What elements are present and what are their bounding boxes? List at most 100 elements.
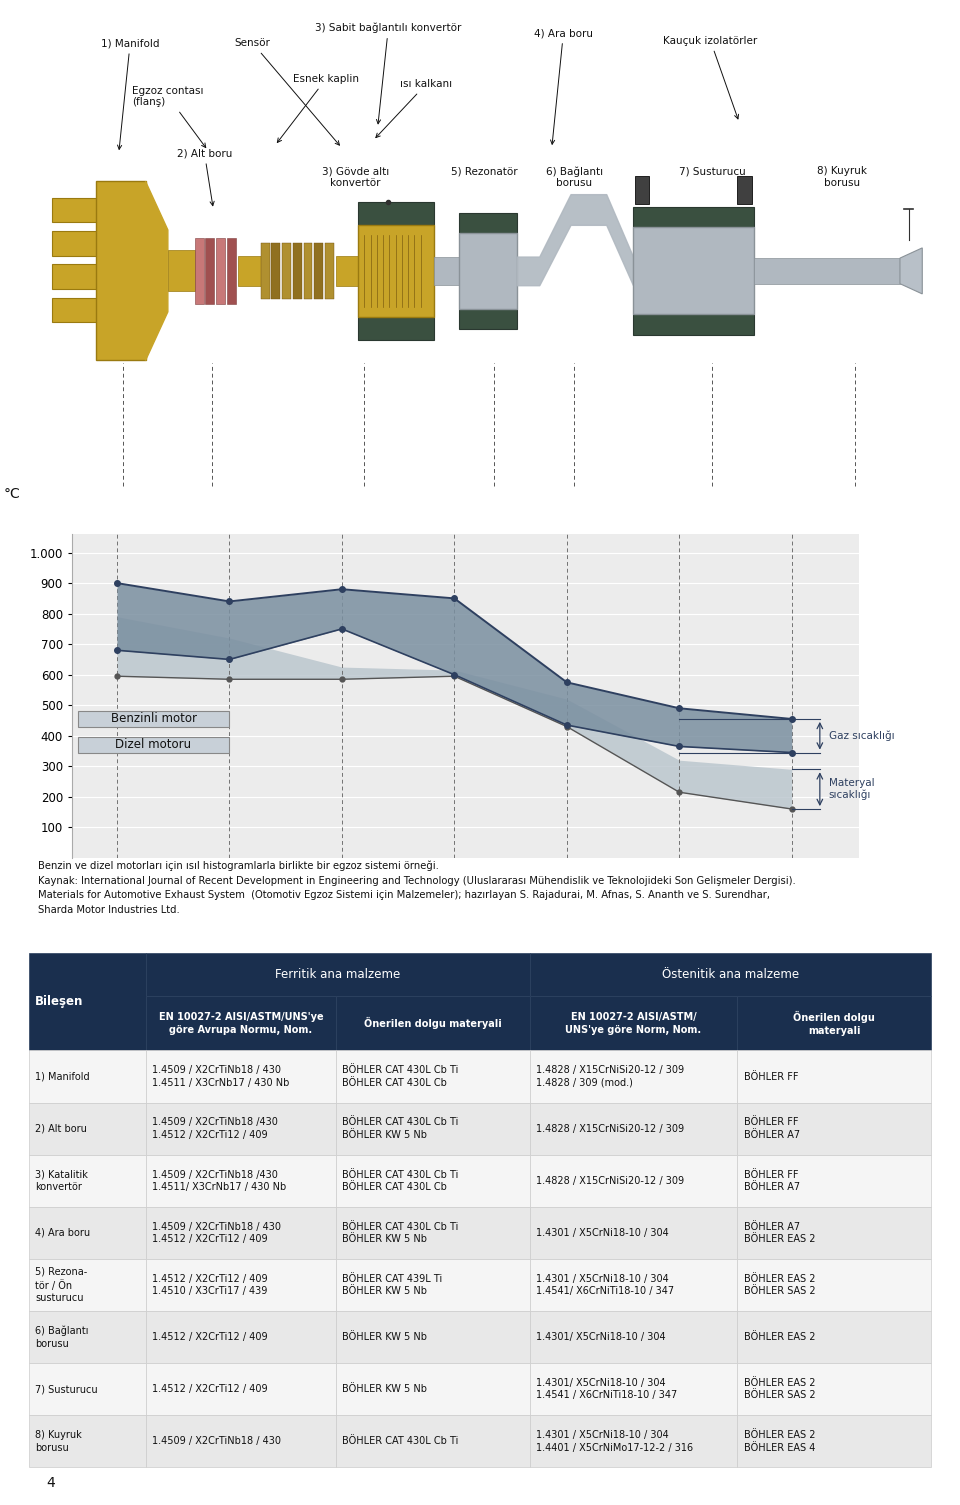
- Bar: [29, 1050, 146, 1103]
- Text: BÖHLER A7
BÖHLER EAS 2: BÖHLER A7 BÖHLER EAS 2: [743, 1222, 815, 1245]
- Text: BÖHLER CAT 430L Cb Ti: BÖHLER CAT 430L Cb Ti: [342, 1436, 458, 1446]
- Text: 8) Kuyruk
borusu: 8) Kuyruk borusu: [36, 1430, 82, 1452]
- Bar: [261, 242, 270, 299]
- Text: Benzin ve dizel motorları için ısıl histogramlarla birlikte bir egzoz sistemi ör: Benzin ve dizel motorları için ısıl hist…: [38, 861, 796, 915]
- Bar: [530, 1258, 737, 1311]
- Text: 4) Ara boru: 4) Ara boru: [534, 29, 593, 144]
- Bar: [146, 1154, 336, 1207]
- Bar: [336, 1311, 530, 1364]
- Text: 7) Susturucu: 7) Susturucu: [679, 166, 746, 176]
- Bar: [336, 1415, 530, 1467]
- Bar: [216, 238, 225, 304]
- Bar: [52, 265, 101, 289]
- Text: 1.4512 / X2CrTi12 / 409
1.4510 / X3CrTi17 / 439: 1.4512 / X2CrTi12 / 409 1.4510 / X3CrTi1…: [153, 1273, 268, 1296]
- Text: Benzinli motor: Benzinli motor: [110, 712, 197, 725]
- Text: Materyal
sıcaklığı: Materyal sıcaklığı: [828, 778, 875, 801]
- Text: BÖHLER CAT 430L Cb Ti
BÖHLER CAT 430L Cb: BÖHLER CAT 430L Cb Ti BÖHLER CAT 430L Cb: [342, 1169, 458, 1192]
- Bar: [336, 1154, 530, 1207]
- Bar: [336, 1258, 530, 1311]
- Bar: [358, 202, 434, 224]
- Bar: [737, 1311, 931, 1364]
- Bar: [52, 298, 101, 322]
- Bar: [146, 1103, 336, 1154]
- Text: BÖHLER KW 5 Nb: BÖHLER KW 5 Nb: [342, 1385, 427, 1394]
- Text: BÖHLER CAT 430L Cb Ti
BÖHLER CAT 430L Cb: BÖHLER CAT 430L Cb Ti BÖHLER CAT 430L Cb: [342, 1066, 458, 1088]
- Bar: [238, 256, 261, 286]
- Bar: [633, 227, 754, 315]
- Text: 1.4509 / X2CrTiNb18 / 430: 1.4509 / X2CrTiNb18 / 430: [153, 1436, 281, 1446]
- Bar: [530, 996, 737, 1050]
- Bar: [52, 197, 101, 223]
- Text: Önerilen dolgu materyali: Önerilen dolgu materyali: [364, 1017, 501, 1029]
- Bar: [282, 242, 291, 299]
- Bar: [530, 1103, 737, 1154]
- Bar: [336, 256, 358, 286]
- Text: 1.4509 / X2CrTiNb18 /430
1.4512 / X2CrTi12 / 409: 1.4509 / X2CrTiNb18 /430 1.4512 / X2CrTi…: [153, 1117, 278, 1139]
- Text: 1.4301 / X5CrNi18-10 / 304
1.4541/ X6CrNiTi18-10 / 347: 1.4301 / X5CrNi18-10 / 304 1.4541/ X6CrN…: [536, 1273, 674, 1296]
- Text: EN 10027-2 AISI/ASTM/
UNS'ye göre Norm, Nom.: EN 10027-2 AISI/ASTM/ UNS'ye göre Norm, …: [565, 1013, 702, 1034]
- Text: BÖHLER EAS 2
BÖHLER SAS 2: BÖHLER EAS 2 BÖHLER SAS 2: [743, 1379, 815, 1401]
- Bar: [146, 953, 530, 996]
- Bar: [336, 1103, 530, 1154]
- Bar: [303, 242, 313, 299]
- Bar: [459, 309, 516, 328]
- Text: BÖHLER CAT 430L Cb Ti
BÖHLER KW 5 Nb: BÖHLER CAT 430L Cb Ti BÖHLER KW 5 Nb: [342, 1222, 458, 1245]
- Bar: [146, 996, 336, 1050]
- Bar: [336, 1364, 530, 1415]
- Text: BÖHLER FF
BÖHLER A7: BÖHLER FF BÖHLER A7: [743, 1117, 800, 1139]
- Bar: [754, 259, 900, 283]
- Bar: [325, 242, 334, 299]
- Bar: [635, 176, 649, 205]
- Text: 1.4301 / X5CrNi18-10 / 304
1.4401 / X5CrNiMo17-12-2 / 316: 1.4301 / X5CrNi18-10 / 304 1.4401 / X5Cr…: [536, 1430, 693, 1452]
- Text: 1.4512 / X2CrTi12 / 409: 1.4512 / X2CrTi12 / 409: [153, 1385, 268, 1394]
- Bar: [78, 737, 229, 752]
- Text: 2) Alt boru: 2) Alt boru: [36, 1124, 87, 1133]
- Bar: [530, 1050, 737, 1103]
- Text: 5) Rezona-
tör / Ön
susturucu: 5) Rezona- tör / Ön susturucu: [36, 1267, 87, 1303]
- Bar: [78, 710, 229, 727]
- Text: BÖHLER EAS 2
BÖHLER SAS 2: BÖHLER EAS 2 BÖHLER SAS 2: [743, 1273, 815, 1296]
- Text: 1.4828 / X15CrNiSi20-12 / 309
1.4828 / 309 (mod.): 1.4828 / X15CrNiSi20-12 / 309 1.4828 / 3…: [536, 1066, 684, 1088]
- Polygon shape: [900, 248, 923, 293]
- Text: 2) Alt boru: 2) Alt boru: [177, 149, 232, 206]
- Text: BÖHLER KW 5 Nb: BÖHLER KW 5 Nb: [342, 1332, 427, 1342]
- Bar: [336, 996, 530, 1050]
- Bar: [737, 1207, 931, 1258]
- Bar: [314, 242, 324, 299]
- Text: ısı kalkanı: ısı kalkanı: [376, 80, 452, 137]
- Text: Egzoz contası
(flanş): Egzoz contası (flanş): [132, 86, 205, 147]
- Text: Kauçuk izolatörler: Kauçuk izolatörler: [663, 36, 757, 119]
- Bar: [434, 256, 459, 286]
- Bar: [530, 1364, 737, 1415]
- Bar: [737, 1415, 931, 1467]
- Bar: [737, 1050, 931, 1103]
- Text: 1.4512 / X2CrTi12 / 409: 1.4512 / X2CrTi12 / 409: [153, 1332, 268, 1342]
- Text: 1.4828 / X15CrNiSi20-12 / 309: 1.4828 / X15CrNiSi20-12 / 309: [536, 1124, 684, 1133]
- Bar: [146, 1050, 336, 1103]
- Bar: [737, 1364, 931, 1415]
- Text: 6) Bağlantı
borusu: 6) Bağlantı borusu: [36, 1326, 88, 1348]
- Bar: [737, 176, 752, 205]
- Bar: [29, 1103, 146, 1154]
- Bar: [29, 1415, 146, 1467]
- Text: Bileşen: Bileşen: [36, 995, 84, 1008]
- Text: EN 10027-2 AISI/ASTM/UNS'ye
göre Avrupa Normu, Nom.: EN 10027-2 AISI/ASTM/UNS'ye göre Avrupa …: [158, 1013, 324, 1034]
- Text: BÖHLER EAS 2: BÖHLER EAS 2: [743, 1332, 815, 1342]
- Text: BÖHLER EAS 2
BÖHLER EAS 4: BÖHLER EAS 2 BÖHLER EAS 4: [743, 1430, 815, 1452]
- Bar: [146, 1311, 336, 1364]
- Bar: [29, 1364, 146, 1415]
- Text: 4: 4: [46, 1476, 55, 1490]
- Text: 5) Rezonatör: 5) Rezonatör: [451, 166, 518, 176]
- Text: 3) Katalitik
konvertör: 3) Katalitik konvertör: [36, 1169, 88, 1192]
- Bar: [530, 1207, 737, 1258]
- Bar: [272, 242, 280, 299]
- Text: 1.4301/ X5CrNi18-10 / 304: 1.4301/ X5CrNi18-10 / 304: [536, 1332, 665, 1342]
- Text: BÖHLER CAT 430L Cb Ti
BÖHLER KW 5 Nb: BÖHLER CAT 430L Cb Ti BÖHLER KW 5 Nb: [342, 1117, 458, 1139]
- Bar: [168, 250, 195, 292]
- Text: 1.4828 / X15CrNiSi20-12 / 309: 1.4828 / X15CrNiSi20-12 / 309: [536, 1175, 684, 1186]
- Text: 1.4509 / X2CrTiNb18 / 430
1.4512 / X2CrTi12 / 409: 1.4509 / X2CrTiNb18 / 430 1.4512 / X2CrT…: [153, 1222, 281, 1245]
- Text: BÖHLER FF
BÖHLER A7: BÖHLER FF BÖHLER A7: [743, 1169, 800, 1192]
- Bar: [358, 224, 434, 318]
- Bar: [336, 1050, 530, 1103]
- Text: 3) Gövde altı
konvertör: 3) Gövde altı konvertör: [322, 166, 389, 188]
